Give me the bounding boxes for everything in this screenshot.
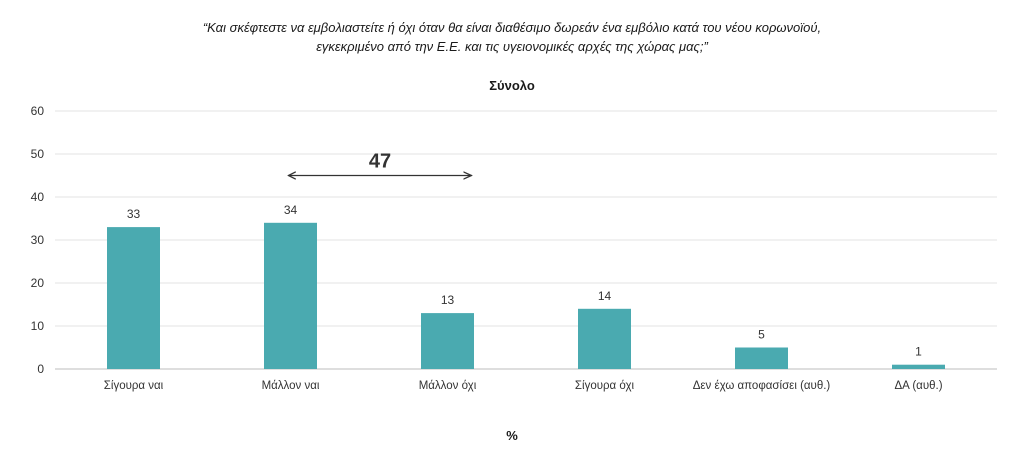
y-tick-label: 50: [31, 147, 45, 161]
category-label: ΔΑ (αυθ.): [894, 380, 942, 392]
category-label: Μάλλον όχι: [419, 380, 477, 392]
category-label: Σίγουρα όχι: [575, 380, 635, 392]
data-label: 13: [441, 293, 455, 307]
data-label: 34: [284, 203, 298, 217]
y-axis: 0 10 20 30 40 50 60: [31, 104, 45, 376]
bar: [107, 227, 160, 369]
x-axis-label: %: [506, 428, 518, 443]
bars: [107, 222, 945, 369]
bar: [264, 222, 317, 369]
bar: [421, 313, 474, 369]
y-tick-label: 0: [37, 362, 44, 376]
annotation: 47: [289, 151, 472, 176]
y-tick-label: 20: [31, 276, 45, 290]
survey-question-line-2: εγκεκριμένο από την Ε.Ε. και τις υγειονο…: [316, 39, 708, 54]
x-axis: Σίγουρα ναι Μάλλον ναι Μάλλον όχι Σίγουρα ό…: [104, 380, 943, 392]
category-label: Μάλλον ναι: [262, 380, 320, 392]
bar: [892, 364, 945, 369]
data-label: 5: [758, 328, 765, 342]
data-label: 1: [915, 345, 922, 359]
y-tick-label: 30: [31, 233, 45, 247]
data-label: 14: [598, 289, 612, 303]
data-label: 33: [127, 207, 141, 221]
category-label: Δεν έχω αποφασίσει (αυθ.): [693, 380, 831, 392]
data-labels: 33 34 13 14 5 1: [127, 203, 922, 359]
bar: [578, 308, 631, 369]
survey-question: “Και σκέφτεστε να εμβολιαστείτε ή όχι ότ…: [0, 18, 1024, 56]
y-tick-label: 40: [31, 190, 45, 204]
survey-question-line-1: “Και σκέφτεστε να εμβολιαστείτε ή όχι ότ…: [202, 20, 822, 35]
gridlines: [55, 110, 997, 370]
y-tick-label: 10: [31, 319, 45, 333]
category-label: Σίγουρα ναι: [104, 380, 164, 392]
chart-title: Σύνολο: [489, 78, 535, 93]
bar: [735, 347, 788, 369]
annotation-label: 47: [369, 151, 391, 173]
y-tick-label: 60: [31, 104, 45, 118]
